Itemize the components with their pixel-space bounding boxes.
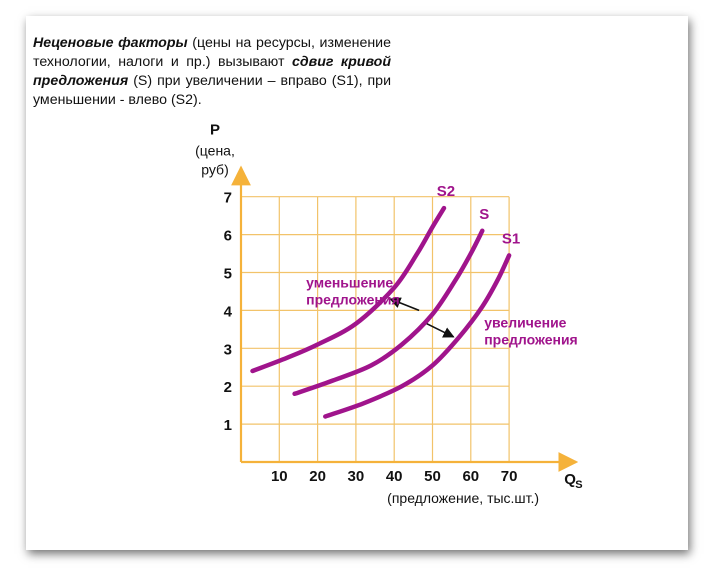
x-tick-label: 60 [462,468,479,485]
shift-arrow-2 [426,322,455,338]
axes [231,165,579,472]
x-tick-label: 50 [424,468,441,485]
y-axis-label: P [210,122,220,139]
annotation-2-line-1: увеличение [484,314,566,330]
grid [241,196,510,462]
annotation-2-line-2: предложения [484,331,578,347]
curve-s1 [323,253,512,419]
x-tick-label: 70 [501,468,518,485]
intro-lead-bold: Неценовые факторы [33,35,188,51]
curve-label-s: S [479,206,489,223]
intro-lead-rest: (цены на ресурсы, изменение технологии, … [33,35,391,70]
curve-s2 [250,205,447,374]
y-tick-label: 6 [224,228,232,245]
y-tick-label: 4 [224,303,233,320]
annotation-1-line-1: уменьшение [306,275,393,291]
y-tick-label: 7 [224,190,232,207]
y-axis-sublabel-2: руб) [201,162,228,178]
x-axis-caption: (предложение, тыс.шт.) [387,490,539,506]
shift-arrow-1 [389,297,420,312]
x-tick-label: 10 [271,468,288,485]
x-tick-label: 20 [309,468,326,485]
x-axis-sublabel: S [575,479,582,491]
y-tick-label: 5 [224,266,232,283]
y-tick-label: 3 [224,341,232,358]
annotation-1-line-2: предложения [306,292,400,308]
x-tick-label: 30 [348,468,365,485]
supply-curves [250,205,512,419]
curve-s [292,228,485,397]
intro-tail: (S) при увеличении – вправо (S1), при ум… [33,73,391,108]
y-tick-label: 2 [224,379,232,396]
intro-paragraph: Неценовые факторы (цены на ресурсы, изме… [33,34,391,110]
y-axis-sublabel-1: (цена, [195,143,235,159]
x-tick-label: 40 [386,468,403,485]
curve-label-s1: S1 [502,230,520,247]
curve-label-s2: S2 [437,183,455,200]
x-axis-label: Q [564,471,576,488]
y-tick-label: 1 [224,417,232,434]
intro-mid-bold: сдвиг кривой предложения [33,54,392,89]
